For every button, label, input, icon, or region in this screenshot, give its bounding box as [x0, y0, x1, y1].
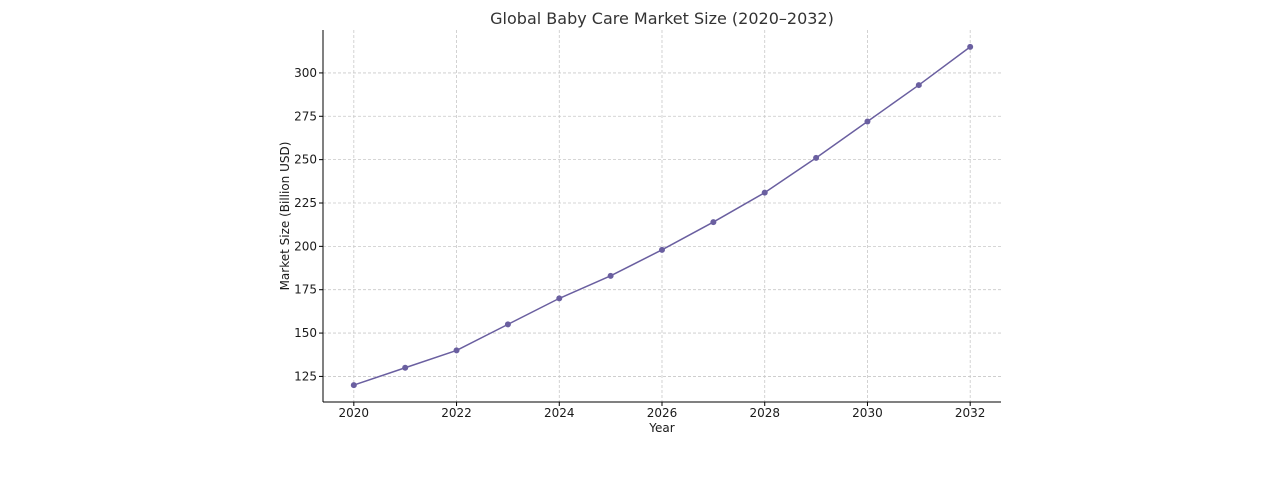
data-point-2031	[915, 82, 922, 89]
data-point-2024	[556, 295, 563, 302]
y-tick-label-6: 275	[294, 109, 317, 123]
x-tick-label-4: 2028	[749, 406, 780, 420]
data-point-2023	[504, 321, 511, 328]
series-layer	[350, 43, 974, 389]
data-point-2029	[813, 154, 820, 161]
x-tick-label-5: 2030	[852, 406, 883, 420]
y-tick-label-1: 150	[294, 326, 317, 340]
data-point-2022	[453, 347, 460, 354]
y-tick-label-7: 300	[294, 66, 317, 80]
data-point-2030	[864, 118, 871, 125]
data-point-2026	[659, 246, 665, 253]
chart-title: Global Baby Care Market Size (2020–2032)	[490, 9, 834, 28]
data-point-2020	[350, 382, 357, 389]
data-point-2032	[967, 43, 974, 50]
y-tick-label-4: 225	[294, 196, 317, 210]
data-point-2028	[761, 189, 768, 196]
data-point-2027	[710, 219, 717, 226]
grid-layer	[323, 30, 1001, 402]
x-tick-label-0: 2020	[339, 406, 370, 420]
y-axis-title: Market Size (Billion USD)	[278, 142, 292, 291]
x-tick-label-6: 2032	[955, 406, 986, 420]
x-tick-label-3: 2026	[647, 406, 678, 420]
x-tick-label-2: 2024	[544, 406, 575, 420]
y-tick-label-2: 175	[294, 283, 317, 297]
y-tick-label-5: 250	[294, 153, 317, 167]
x-axis-title: Year	[648, 421, 674, 435]
x-tick-label-1: 2022	[441, 406, 472, 420]
data-point-2021	[402, 364, 409, 371]
ticks-layer: 2020 2022 2024 2026 2028 2030 2032 125 150 175 200…	[294, 66, 985, 420]
data-point-2025	[607, 272, 614, 279]
y-tick-label-3: 200	[294, 239, 317, 253]
y-tick-label-0: 125	[294, 369, 317, 383]
